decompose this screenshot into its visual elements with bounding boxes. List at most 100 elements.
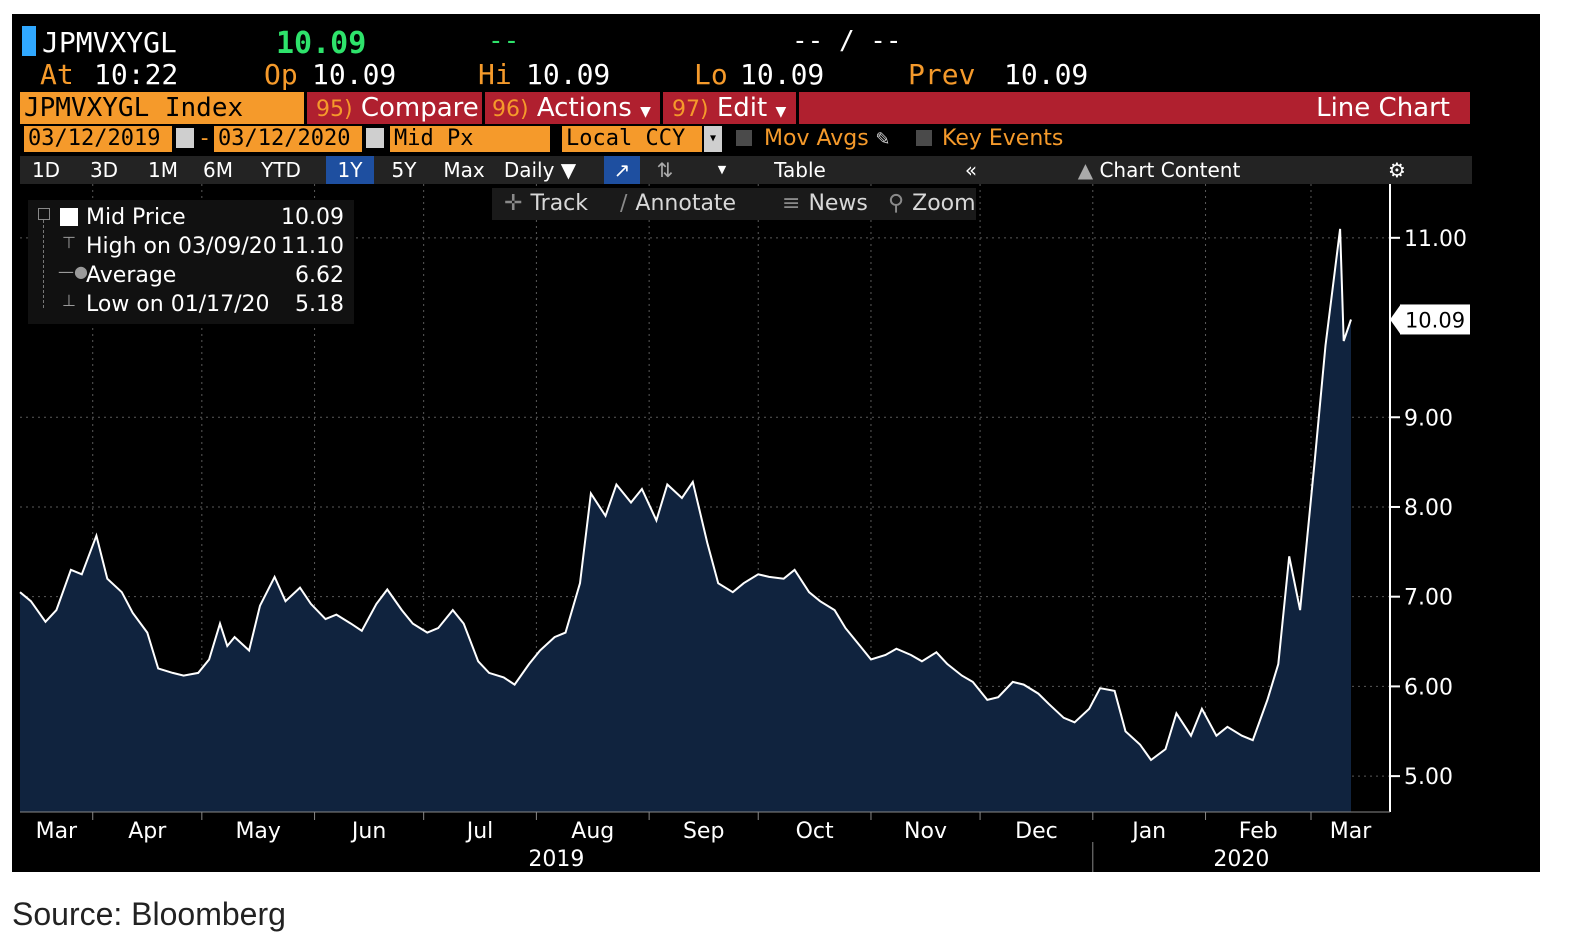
calendar-icon[interactable] (176, 128, 194, 148)
pencil-icon[interactable]: ✎ (876, 126, 890, 151)
last-value-pointer (1390, 305, 1400, 334)
field-select[interactable]: Mid Px (390, 126, 550, 152)
period-5y[interactable]: 5Y (391, 158, 417, 182)
year-label: 2019 (528, 847, 584, 872)
chevron-down-icon: ▼ (640, 104, 651, 120)
divider (304, 92, 307, 124)
x-tick-label: Apr (128, 819, 167, 844)
period-1y[interactable]: 1Y (326, 156, 374, 184)
period-3d[interactable]: 3D (89, 158, 119, 182)
period-max[interactable]: Max (443, 158, 485, 182)
source-caption: Source: Bloomberg (12, 896, 286, 932)
mid-price-label: Mid Price (86, 205, 186, 230)
chart-type-title[interactable]: Line Chart (1316, 93, 1450, 123)
zoom-label: Zoom (912, 191, 976, 216)
high-label: High on 03/09/20 (86, 234, 277, 259)
period-ytd[interactable]: YTD (261, 158, 301, 182)
x-tick-label: Nov (904, 819, 947, 844)
pencil-icon: ∕ (620, 191, 628, 216)
security-field[interactable]: JPMVXYGL Index (20, 92, 304, 124)
news-tool[interactable]: ≡ News (782, 188, 868, 220)
y-tick-label: 5.00 (1404, 765, 1453, 790)
quote-header: JPMVXYGL 10.09 -- -- / -- (20, 22, 1520, 61)
crosshair-icon: ✛ (504, 191, 523, 216)
high-label: Hi (478, 58, 512, 91)
command-bar: JPMVXYGL Index 95) Compare 96) Actions ▼… (20, 92, 1470, 124)
last-value-box (1400, 304, 1470, 335)
track-tool[interactable]: ✛ Track (504, 188, 588, 220)
mov-avgs-label[interactable]: Mov Avgs (764, 126, 869, 151)
ticker-marker (22, 26, 36, 56)
price-chart[interactable]: 5.00 6.00 7.00 8.00 9.00 11.00 Mar Apr May Jun Ju… (12, 14, 1540, 872)
divider (482, 92, 485, 124)
y-tick-label: 9.00 (1404, 406, 1453, 431)
edit-button[interactable]: 97) Edit ▼ (672, 92, 786, 124)
frequency-select[interactable]: Daily ▼ (500, 156, 580, 184)
edit-label: Edit (716, 93, 768, 123)
quote-stats: At 10:22 Op 10.09 Hi 10.09 Lo 10.09 Prev… (20, 58, 1520, 92)
price-change: -- (488, 26, 520, 56)
low-value: 5.18 (295, 292, 344, 317)
divider (660, 92, 663, 124)
x-axis: Mar Apr May Jun Jul Aug Sep Oct Nov Dec Jan Feb Mar 2… (20, 811, 1390, 872)
chart-legend: Mid Price 10.09 ⊤ High on 03/09/20 11.10… (28, 200, 354, 324)
actions-number: 96) (492, 97, 529, 122)
magnifier-icon: ⚲ (888, 191, 905, 216)
prev-value: 10.09 (1004, 58, 1089, 91)
prev-label: Prev (908, 58, 976, 91)
end-date-field[interactable]: 03/12/2020 (214, 126, 362, 152)
frequency-label: Daily (503, 158, 555, 182)
series-swatch (60, 208, 78, 226)
actions-button[interactable]: 96) Actions ▼ (492, 92, 651, 124)
period-6m[interactable]: 6M (203, 158, 233, 182)
table-button[interactable]: Table (774, 158, 826, 182)
chart-settings: 03/12/2019 - 03/12/2020 Mid Px Local CCY… (20, 126, 1480, 154)
x-tick-label: Jul (465, 819, 494, 844)
key-events-checkbox[interactable] (916, 130, 932, 146)
edit-number: 97) (672, 97, 709, 122)
low-marker-icon: ⊥ (62, 291, 76, 310)
compare-button[interactable]: 95) Compare (316, 92, 479, 124)
annotate-label: Annotate (635, 191, 737, 216)
zoom-tool[interactable]: ⚲ Zoom (888, 188, 976, 220)
y-tick-label: 8.00 (1404, 496, 1453, 521)
calendar-icon[interactable] (366, 128, 384, 148)
mov-avgs-checkbox[interactable] (736, 130, 752, 146)
average-label: Average (86, 263, 177, 288)
start-date-field[interactable]: 03/12/2019 (24, 126, 172, 152)
track-label: Track (530, 191, 589, 216)
x-tick-label: Feb (1239, 819, 1278, 844)
x-tick-label: May (235, 819, 280, 844)
high-marker-icon: ⊤ (62, 233, 76, 252)
high-value: 10.09 (526, 58, 611, 91)
chevron-down-icon[interactable]: ▼ (717, 163, 727, 176)
chevron-down-icon[interactable]: ▼ (704, 126, 722, 152)
chart-content-button[interactable]: ▲ Chart Content (1064, 156, 1254, 184)
bid-ask: -- / -- (792, 26, 902, 56)
last-value-label: 10.09 (1390, 304, 1470, 335)
actions-label: Actions (536, 93, 632, 123)
period-1d[interactable]: 1D (31, 158, 61, 182)
collapse-icon[interactable] (38, 208, 50, 220)
annotate-tool[interactable]: ∕ Annotate (620, 188, 736, 220)
last-price: 10.09 (276, 26, 367, 61)
news-icon: ≡ (782, 191, 801, 216)
area-chart-icon: ▲ (1077, 158, 1094, 182)
price-area (20, 228, 1351, 812)
gear-icon[interactable]: ⚙ (1388, 158, 1406, 182)
line-chart-icon[interactable]: ↗ (604, 156, 640, 184)
x-tick-label: Mar (1330, 819, 1372, 844)
key-events-label[interactable]: Key Events (942, 126, 1064, 151)
x-tick-label: Aug (571, 819, 614, 844)
y-tick-label: 7.00 (1404, 586, 1453, 611)
y-tick-label: 11.00 (1404, 227, 1467, 252)
low-label: Lo (694, 58, 728, 91)
period-1m[interactable]: 1M (148, 158, 178, 182)
collapse-icon[interactable]: « (964, 158, 978, 182)
currency-select[interactable]: Local CCY (562, 126, 702, 152)
chart-content-label: Chart Content (1099, 158, 1241, 182)
average-value: 6.62 (295, 263, 344, 288)
open-label: Op (264, 58, 298, 91)
bar-chart-icon[interactable]: ⇅ (656, 158, 674, 182)
chart-tools: ✛ Track ∕ Annotate ≡ News ⚲ Zoom (492, 188, 976, 220)
